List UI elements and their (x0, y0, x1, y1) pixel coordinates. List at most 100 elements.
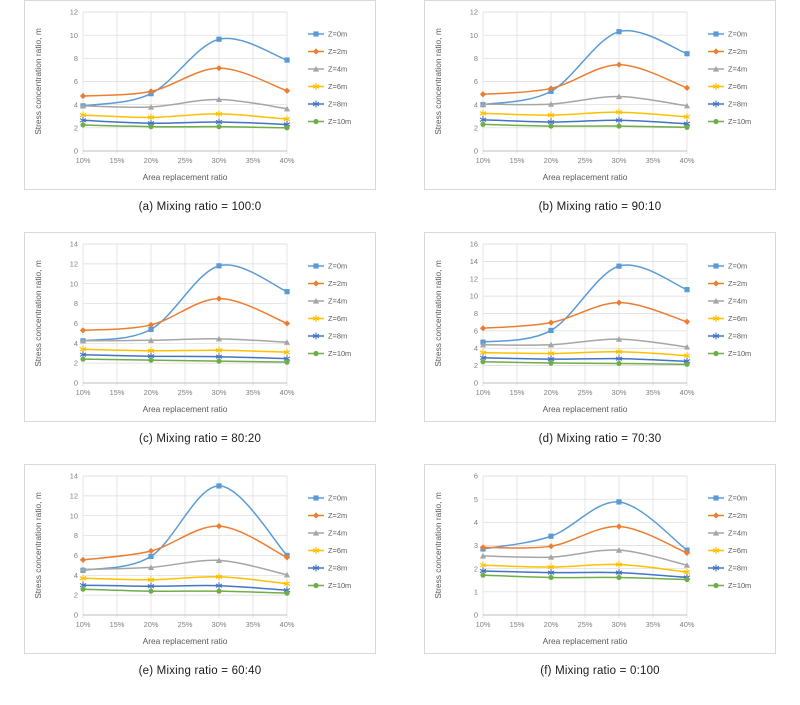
legend-item-z8m[interactable]: Z=8m (308, 564, 347, 573)
y-tick-label: 0 (474, 147, 478, 156)
legend-item-z0m[interactable]: Z=0m (308, 30, 347, 39)
y-tick-label: 10 (70, 31, 78, 40)
legend-item-z8m[interactable]: Z=8m (308, 332, 347, 341)
legend-item-z4m[interactable]: Z=4m (308, 529, 347, 538)
legend-item-z0m[interactable]: Z=0m (708, 30, 747, 39)
legend-item-z0m[interactable]: Z=0m (308, 494, 347, 503)
legend-label: Z=4m (728, 529, 747, 538)
y-tick-label: 14 (70, 240, 78, 249)
x-tick-label: 40% (680, 388, 695, 397)
legend-item-z4m[interactable]: Z=4m (708, 297, 747, 306)
y-tick-label: 6 (74, 77, 78, 86)
legend-label: Z=0m (728, 30, 747, 39)
y-tick-label: 10 (470, 292, 478, 301)
legend-label: Z=8m (328, 100, 347, 109)
y-tick-label: 12 (70, 491, 78, 500)
legend-item-z8m[interactable]: Z=8m (708, 100, 747, 109)
x-tick-label: 25% (178, 156, 193, 165)
legend-item-z4m[interactable]: Z=4m (308, 65, 347, 74)
legend-item-z6m[interactable]: Z=6m (308, 314, 347, 323)
legend-item-z8m[interactable]: Z=8m (308, 100, 347, 109)
legend-label: Z=8m (328, 332, 347, 341)
series-z6m (479, 348, 691, 360)
legend-label: Z=10m (328, 581, 351, 590)
legend-item-z6m[interactable]: Z=6m (708, 314, 747, 323)
x-tick-label: 10% (476, 388, 491, 397)
chart-frame-c: 0 2 4 6 8 10 12 14 10% 15% 20% 25% 30% 35% 40% Stress c… (24, 232, 376, 422)
legend-item-z6m[interactable]: Z=6m (708, 546, 747, 555)
legend-label: Z=6m (728, 314, 747, 323)
x-axis-title: Area replacement ratio (143, 636, 228, 646)
legend-label: Z=2m (728, 511, 747, 520)
chart-panel-b: 0 2 4 6 8 10 12 10% 15% 20% 25% 30% 35% 40% Stress con… (400, 0, 800, 232)
y-tick-label: 8 (74, 54, 78, 63)
legend-item-z8m[interactable]: Z=8m (708, 564, 747, 573)
legend-item-z4m[interactable]: Z=4m (308, 297, 347, 306)
x-tick-label: 10% (476, 156, 491, 165)
legend-item-z10m[interactable]: Z=10m (308, 117, 351, 126)
legend-item-z4m[interactable]: Z=4m (708, 65, 747, 74)
legend-label: Z=10m (328, 117, 351, 126)
series-z4m (79, 557, 291, 578)
legend-item-z2m[interactable]: Z=2m (708, 279, 747, 288)
chart-canvas: 0 2 4 6 8 10 12 10% 15% 20% 25% 30% 35% 40% Stress con… (33, 8, 351, 182)
legend-label: Z=10m (728, 349, 751, 358)
legend-item-z10m[interactable]: Z=10m (708, 581, 751, 590)
chart-panel-f: 0 1 2 3 4 5 6 10% 15% 20% 25% 30% 35% 40% Stress conce… (400, 464, 800, 705)
legend-item-z0m[interactable]: Z=0m (308, 262, 347, 271)
x-tick-label: 35% (646, 156, 661, 165)
y-tick-label: 4 (474, 518, 478, 527)
legend-item-z4m[interactable]: Z=4m (708, 529, 747, 538)
chart-frame-f: 0 1 2 3 4 5 6 10% 15% 20% 25% 30% 35% 40% Stress conce… (424, 464, 776, 654)
legend-item-z6m[interactable]: Z=6m (708, 82, 747, 91)
legend-item-z2m[interactable]: Z=2m (308, 279, 347, 288)
legend-item-z8m[interactable]: Z=8m (708, 332, 747, 341)
x-tick-label: 20% (144, 620, 159, 629)
y-tick-label: 2 (474, 564, 478, 573)
x-tick-label: 20% (144, 388, 159, 397)
y-axis-title: Stress concentration ratio, m (33, 260, 43, 367)
legend-item-z6m[interactable]: Z=6m (308, 82, 347, 91)
legend-label: Z=4m (328, 65, 347, 74)
legend-label: Z=8m (728, 332, 747, 341)
series-z4m (479, 547, 691, 568)
x-tick-label: 35% (246, 156, 261, 165)
series-z8m (479, 116, 691, 128)
y-tick-label: 1 (474, 587, 478, 596)
y-axis-title: Stress concentration ratio, m (433, 492, 443, 599)
series-z4m (79, 335, 291, 345)
legend-item-z2m[interactable]: Z=2m (308, 47, 347, 56)
y-tick-label: 10 (470, 31, 478, 40)
series-z4m (479, 93, 691, 109)
series-z10m (480, 572, 690, 583)
legend-item-z10m[interactable]: Z=10m (308, 581, 351, 590)
y-tick-label: 4 (74, 571, 78, 580)
y-tick-label: 8 (474, 54, 478, 63)
legend-item-z10m[interactable]: Z=10m (708, 349, 751, 358)
chart-caption-f: (f) Mixing ratio = 0:100 (540, 665, 660, 677)
legend-label: Z=6m (728, 546, 747, 555)
x-tick-label: 30% (212, 620, 227, 629)
legend-item-z2m[interactable]: Z=2m (708, 47, 747, 56)
y-tick-label: 6 (74, 551, 78, 560)
x-tick-label: 40% (680, 156, 695, 165)
x-tick-label: 15% (110, 388, 125, 397)
legend-item-z0m[interactable]: Z=0m (708, 262, 747, 271)
x-tick-label: 25% (178, 620, 193, 629)
legend-label: Z=6m (328, 546, 347, 555)
legend-item-z2m[interactable]: Z=2m (308, 511, 347, 520)
legend-item-z6m[interactable]: Z=6m (308, 546, 347, 555)
x-axis-title: Area replacement ratio (143, 172, 228, 182)
legend-item-z2m[interactable]: Z=2m (708, 511, 747, 520)
x-tick-label: 30% (612, 156, 627, 165)
legend-item-z0m[interactable]: Z=0m (708, 494, 747, 503)
series-z8m (479, 354, 691, 365)
legend-item-z10m[interactable]: Z=10m (708, 117, 751, 126)
series-z8m (79, 351, 291, 363)
y-tick-label: 2 (74, 359, 78, 368)
legend-item-z10m[interactable]: Z=10m (308, 349, 351, 358)
chart-frame-b: 0 2 4 6 8 10 12 10% 15% 20% 25% 30% 35% 40% Stress con… (424, 0, 776, 190)
x-tick-label: 30% (612, 388, 627, 397)
chart-canvas: 0 2 4 6 8 10 12 14 10% 15% 20% 25% 30% 35% 40% Stress c… (33, 240, 351, 414)
